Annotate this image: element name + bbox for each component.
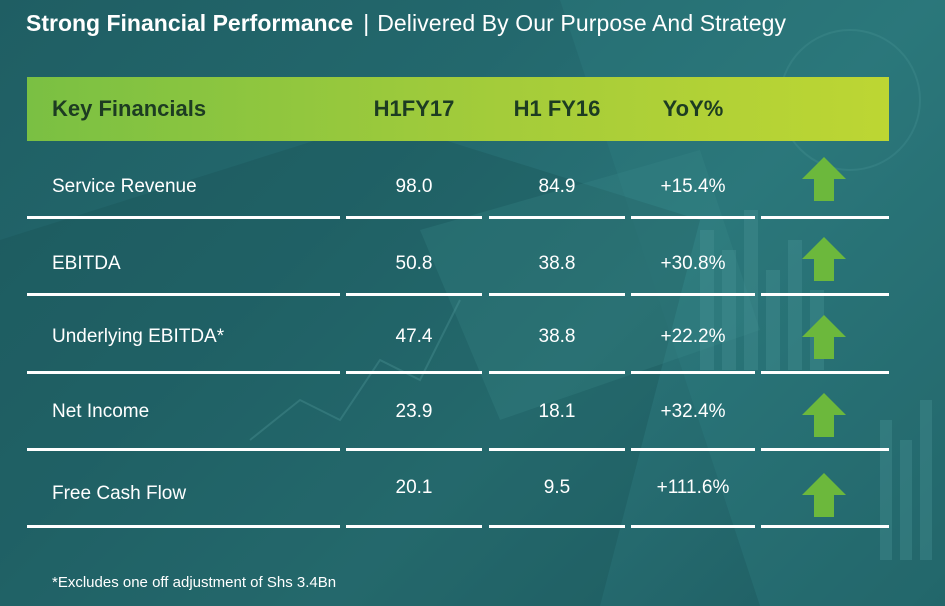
row-divider: [27, 448, 340, 451]
row-divider: [27, 525, 340, 528]
cell-yoy: +111.6%: [656, 477, 730, 498]
row-divider: [346, 216, 482, 219]
cell-h1fy17: 23.9: [395, 401, 433, 422]
row-divider: [346, 525, 482, 528]
row-divider: [27, 371, 340, 374]
header-h1fy17: H1FY17: [373, 96, 455, 121]
row-divider: [631, 525, 755, 528]
cell-yoy: +30.8%: [660, 253, 726, 274]
row-divider: [489, 216, 625, 219]
row-divider: [489, 448, 625, 451]
cell-yoy: +22.2%: [660, 326, 726, 347]
up-arrow-icon: [802, 473, 846, 517]
header-key-financials: Key Financials: [52, 96, 207, 121]
up-arrow-icon: [802, 237, 846, 281]
title-subtitle: Delivered By Our Purpose And Strategy: [377, 10, 787, 36]
row-divider: [761, 525, 889, 528]
cell-h1fy16: 38.8: [538, 326, 576, 347]
row-label-service-revenue: Service Revenue: [52, 176, 197, 197]
row-divider: [631, 216, 755, 219]
row-divider: [346, 293, 482, 296]
cell-h1fy16: 38.8: [538, 253, 576, 274]
cell-h1fy16: 18.1: [538, 401, 576, 422]
row-divider: [27, 293, 340, 296]
row-divider: [761, 371, 889, 374]
row-label-net-income: Net Income: [52, 401, 150, 422]
header-yoy: YoY%: [662, 96, 724, 121]
row-divider: [761, 216, 889, 219]
row-divider: [489, 525, 625, 528]
cell-h1fy17: 47.4: [395, 326, 433, 347]
footnote: *Excludes one off adjustment of Shs 3.4B…: [52, 574, 337, 591]
cell-h1fy17: 20.1: [395, 477, 433, 498]
header-h1fy16: H1 FY16: [513, 96, 601, 121]
cell-yoy: +32.4%: [660, 401, 726, 422]
up-arrow-icon: [802, 157, 846, 201]
page-title: Strong Financial Performance | Delivered B…: [26, 8, 786, 38]
row-divider: [761, 293, 889, 296]
row-divider: [27, 216, 340, 219]
up-arrow-icon: [802, 315, 846, 359]
title-main: Strong Financial Performance: [26, 10, 354, 36]
cell-h1fy16: 9.5: [543, 477, 571, 498]
cell-h1fy17: 98.0: [395, 176, 433, 197]
cell-h1fy16: 84.9: [538, 176, 576, 197]
up-arrow-icon: [802, 393, 846, 437]
cell-h1fy17: 50.8: [395, 253, 433, 274]
row-divider: [346, 448, 482, 451]
row-label-free-cash-flow: Free Cash Flow: [52, 483, 187, 504]
row-divider: [346, 371, 482, 374]
table-header-band: [27, 77, 889, 141]
row-divider: [761, 448, 889, 451]
row-label-underlying-ebitda: Underlying EBITDA*: [52, 326, 225, 347]
row-divider: [631, 371, 755, 374]
row-divider: [631, 293, 755, 296]
title-separator: |: [363, 10, 370, 36]
row-label-ebitda: EBITDA: [52, 253, 121, 274]
cell-yoy: +15.4%: [660, 176, 726, 197]
row-divider: [489, 293, 625, 296]
row-divider: [631, 448, 755, 451]
row-divider: [489, 371, 625, 374]
